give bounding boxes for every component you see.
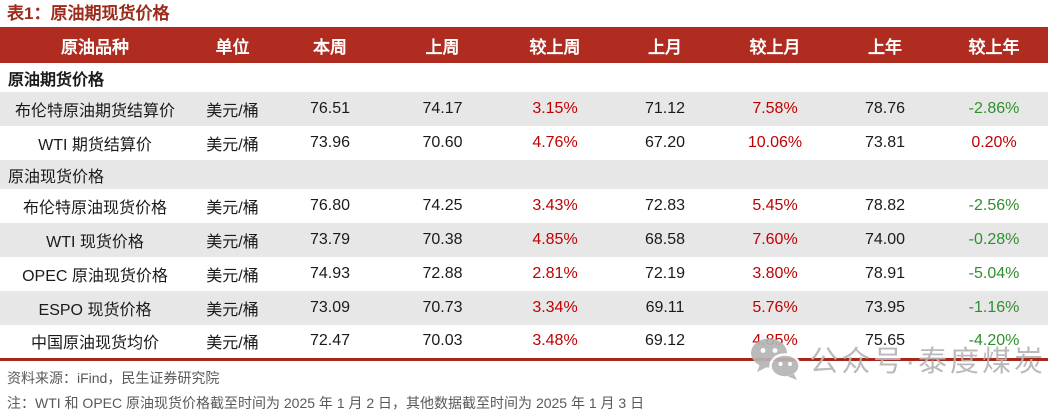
table-cell: 7.58% xyxy=(720,92,830,126)
table-cell: 72.88 xyxy=(422,265,463,282)
table-cell: 美元/桶 xyxy=(190,92,275,126)
table-cell: -2.56% xyxy=(968,197,1020,214)
table-cell: 72.83 xyxy=(644,197,686,214)
column-header: 较上月 xyxy=(720,27,830,63)
table-cell: 美元/桶 xyxy=(206,200,259,217)
table-cell: 中国原油现货均价 xyxy=(30,335,159,353)
table-cell: 78.76 xyxy=(830,92,940,126)
table-cell: 72.47 xyxy=(309,332,351,350)
table-cell: 69.12 xyxy=(644,332,686,350)
table-cell: 71.12 xyxy=(610,92,720,126)
table-cell: ESPO 现货价格 xyxy=(0,291,190,325)
table-cell: 76.80 xyxy=(309,197,351,214)
table-row: 布伦特原油期货结算价 美元/桶 76.51 74.17 3.15% 71.12 7.58% 7… xyxy=(0,92,1048,126)
table-cell: 4.76% xyxy=(532,134,578,151)
table-cell: 67.20 xyxy=(644,134,686,151)
table-cell: -4.20% xyxy=(968,332,1020,350)
table-row: ESPO 现货价格 美元/桶 73.09 70.73 3.34% 69.11 5.76% 73… xyxy=(0,291,1048,325)
table-cell: 73.09 xyxy=(275,291,385,325)
table-cell: WTI 期货结算价 xyxy=(38,137,152,154)
table-row: 布伦特原油现货价格 美元/桶 76.80 74.25 3.43% 72.83 5.45% 78… xyxy=(0,189,1048,223)
section-label: 原油现货价格 xyxy=(0,160,1048,189)
table-cell: 3.34% xyxy=(500,291,610,325)
table-cell: OPEC 原油现货价格 xyxy=(22,268,168,285)
table-cell: 布伦特原油现货价格 xyxy=(22,200,167,217)
table-cell: 3.15% xyxy=(500,92,610,126)
column-header: 本周 xyxy=(275,27,385,63)
table-cell: 70.60 xyxy=(422,134,463,151)
table-cell: 美元/桶 xyxy=(206,268,259,285)
table-body: 原油期货价格 布伦特原油期货结算价 美元/桶 76.51 74.17 3.15% 71.12… xyxy=(0,63,1048,359)
table-row: WTI 期货结算价 美元/桶 73.96 70.60 4.76% 67.20 10.06% 7… xyxy=(0,126,1048,160)
column-header: 上周 xyxy=(385,27,500,63)
table-cell: -0.28% xyxy=(940,223,1048,257)
table-cell: 74.00 xyxy=(830,223,940,257)
table-cell: 美元/桶 xyxy=(190,291,275,325)
table-cell: -2.86% xyxy=(940,92,1048,126)
table-row: WTI 现货价格 美元/桶 73.79 70.38 4.85% 68.58 7.60% 74.… xyxy=(0,223,1048,257)
table-cell: 布伦特原油期货结算价 xyxy=(0,92,190,126)
table-cell: 69.11 xyxy=(610,291,720,325)
table-cell: 美元/桶 xyxy=(206,137,259,154)
table-row: OPEC 原油现货价格 美元/桶 74.93 72.88 2.81% 72.19 3.80%… xyxy=(0,257,1048,291)
column-header: 较上周 xyxy=(500,27,610,63)
table-cell: 5.45% xyxy=(752,197,798,214)
table-cell: 美元/桶 xyxy=(206,335,259,353)
page-title: 表1：原油期现货价格 xyxy=(7,4,170,23)
table-cell: 3.43% xyxy=(532,197,578,214)
table-row: 中国原油现货均价 美元/桶 72.47 70.03 3.48% 69.12 4.85% 75.… xyxy=(0,325,1048,359)
table-cell: 0.20% xyxy=(971,134,1017,151)
table-cell: 美元/桶 xyxy=(190,223,275,257)
table-cell: 70.73 xyxy=(385,291,500,325)
table-cell: 74.93 xyxy=(309,265,351,282)
table-cell: 78.82 xyxy=(864,197,906,214)
table-cell: 75.65 xyxy=(864,332,906,350)
table-cell: 73.95 xyxy=(830,291,940,325)
table-cell: 73.96 xyxy=(309,134,351,151)
table-cell: 78.91 xyxy=(864,265,906,282)
table-cell: 5.76% xyxy=(720,291,830,325)
header-row: 原油品种 单位 本周 上周 较上周 上月 较上月 上年 较上年 xyxy=(0,27,1048,63)
table-cell: 73.79 xyxy=(275,223,385,257)
table-cell: WTI 现货价格 xyxy=(0,223,190,257)
table-cell: 70.38 xyxy=(385,223,500,257)
column-header: 上年 xyxy=(830,27,940,63)
table-cell: -1.16% xyxy=(940,291,1048,325)
section-row: 原油现货价格 xyxy=(0,160,1048,189)
table-cell: 74.25 xyxy=(422,197,463,214)
source-text: 资料来源：iFind，民生证券研究院 xyxy=(7,369,220,386)
column-header: 较上年 xyxy=(940,27,1048,63)
table-cell: -5.04% xyxy=(968,265,1020,282)
table-cell: 10.06% xyxy=(747,134,803,151)
table-cell: 3.80% xyxy=(752,265,798,282)
table-cell: 2.81% xyxy=(532,265,578,282)
table-cell: 4.85% xyxy=(752,332,798,350)
table-cell: 7.60% xyxy=(720,223,830,257)
table-cell: 3.48% xyxy=(532,332,578,350)
table-cell: 73.81 xyxy=(864,134,906,151)
section-row: 原油期货价格 xyxy=(0,63,1048,92)
table-cell: 70.03 xyxy=(422,332,463,350)
table-footer: 资料来源：iFind，民生证券研究院 注：WTI 和 OPEC 原油现货价格截至… xyxy=(0,361,1048,412)
table-cell: 68.58 xyxy=(610,223,720,257)
section-label: 原油期货价格 xyxy=(8,71,105,89)
column-header: 单位 xyxy=(190,27,275,63)
table-cell: 72.19 xyxy=(644,265,686,282)
table-cell: 4.85% xyxy=(500,223,610,257)
table-cell: 76.51 xyxy=(275,92,385,126)
oil-price-table: 原油品种 单位 本周 上周 较上周 上月 较上月 上年 较上年 原油期货价格布伦特原油期货结算价… xyxy=(0,27,1048,361)
column-header: 上月 xyxy=(610,27,720,63)
note-text: 注：WTI 和 OPEC 原油现货价格截至时间为 2025 年 1 月 2 日，… xyxy=(7,394,645,411)
table-cell: 74.17 xyxy=(385,92,500,126)
column-header: 原油品种 xyxy=(0,27,190,63)
